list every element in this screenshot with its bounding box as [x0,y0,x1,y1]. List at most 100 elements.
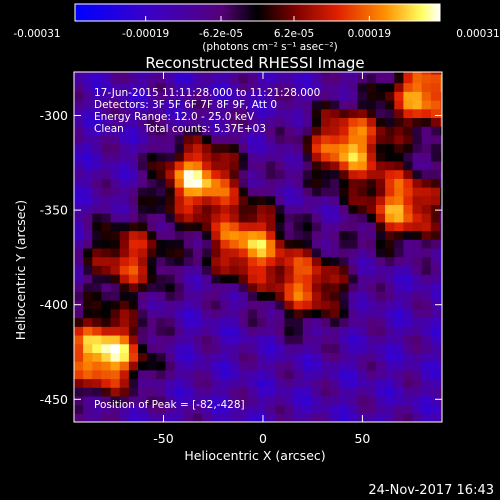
heatmap-cell [375,195,386,206]
heatmap-cell [138,230,148,240]
heatmap-cell [110,108,121,119]
heatmap-cell [165,274,176,284]
heatmap-cell [293,204,304,214]
heatmap-cell [220,291,231,301]
heatmap-cell [348,204,359,214]
heatmap-cell [138,73,148,84]
heatmap-cell [183,117,194,127]
heatmap-cell [321,274,331,284]
heatmap-cell [202,395,212,406]
heatmap-cell [257,300,267,310]
heatmap-cell [247,221,258,232]
heatmap-cell [430,134,441,145]
heatmap-cell [403,395,414,406]
heatmap-cell [284,413,295,422]
heatmap-cell [165,169,176,179]
heatmap-cell [330,134,340,145]
heatmap-cell [394,291,405,301]
heatmap-cell [92,126,103,136]
heatmap-cell [220,160,231,171]
heatmap-cell [440,387,442,397]
heatmap-cell [302,343,313,353]
heatmap-cell [147,291,157,301]
heatmap-cell [156,352,167,362]
heatmap-cell [156,265,167,275]
heatmap-cell [385,221,395,232]
heatmap-cell [183,143,194,153]
heatmap-cell [119,126,130,136]
heatmap-cell [238,274,249,284]
heatmap-cell [247,308,258,319]
heatmap-cell [220,230,231,240]
heatmap-cell [174,395,185,406]
heatmap-cell [74,73,84,84]
heatmap-cell [257,387,267,397]
heatmap-cell [385,160,395,171]
heatmap-cell [229,369,240,380]
heatmap-cell [339,230,350,240]
heatmap-cell [101,221,112,232]
heatmap-cell [220,317,231,327]
heatmap-cell [366,334,377,345]
heatmap-cell [403,265,414,275]
heatmap-cell [174,230,185,240]
heatmap-cell [412,308,423,319]
heatmap-cell [339,117,350,127]
heatmap-cell [192,117,203,127]
heatmap-cell [138,178,148,188]
heatmap-cell [403,369,414,380]
heatmap-cell [275,143,286,153]
heatmap-cell [284,195,295,206]
heatmap-cell [321,230,331,240]
heatmap-cell [247,108,258,119]
heatmap-cell [339,291,350,301]
heatmap-cell [421,361,432,371]
heatmap-cell [101,274,112,284]
heatmap-cell [302,274,313,284]
heatmap-cell [128,395,139,406]
heatmap-cell [220,82,231,92]
heatmap-cell [247,369,258,380]
heatmap-cell [92,108,103,119]
heatmap-cell [101,82,112,92]
heatmap-cell [275,352,286,362]
heatmap-cell [330,387,340,397]
heatmap-cell [229,100,240,110]
heatmap-cell [330,291,340,301]
heatmap-cell [366,221,377,232]
heatmap-cell [119,387,130,397]
heatmap-cell [284,395,295,406]
heatmap-cell [284,334,295,345]
heatmap-cell [220,221,231,232]
heatmap-cell [293,221,304,232]
heatmap-cell [339,152,350,162]
heatmap-cell [330,413,340,422]
heatmap-cell [238,91,249,101]
heatmap-cell [440,82,442,92]
heatmap-cell [421,247,432,258]
heatmap-cell [330,178,340,188]
heatmap-cell [403,256,414,266]
heatmap-cell [421,72,432,75]
heatmap-cell [385,73,395,84]
heatmap-cell [293,274,304,284]
heatmap-cell [357,134,368,145]
heatmap-cell [357,195,368,206]
heatmap-cell [147,152,157,162]
heatmap-cell [421,395,432,406]
heatmap-cell [339,221,350,232]
heatmap-cell [110,378,121,388]
heatmap-cell [257,326,267,336]
heatmap-cell [385,361,395,371]
heatmap-cell [403,326,414,336]
heatmap-cell [394,72,405,75]
heatmap-cell [147,274,157,284]
heatmap-cell [156,300,167,310]
heatmap-cell [430,126,441,136]
heatmap-cell [257,195,267,206]
heatmap-cell [211,72,222,75]
heatmap-cell [302,160,313,171]
heatmap-cell [147,169,157,179]
heatmap-cell [238,221,249,232]
heatmap-cell [357,378,368,388]
